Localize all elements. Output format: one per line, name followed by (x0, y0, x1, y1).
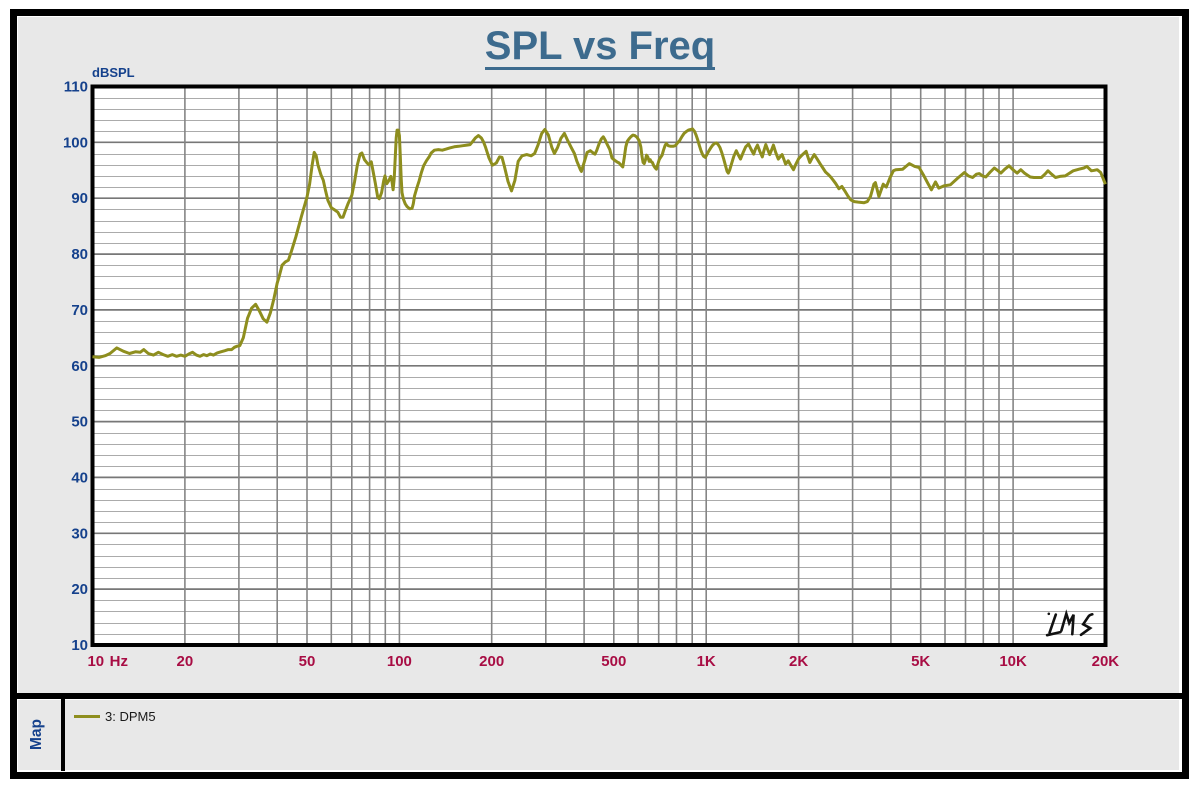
svg-text:200: 200 (479, 653, 504, 670)
svg-text:20K: 20K (1092, 653, 1120, 670)
svg-text:70: 70 (71, 302, 88, 319)
svg-text:50: 50 (71, 414, 88, 431)
svg-text:10: 10 (71, 637, 88, 654)
svg-text:20: 20 (71, 581, 88, 598)
svg-text:80: 80 (71, 246, 88, 263)
svg-text:100: 100 (63, 134, 88, 151)
svg-text:500: 500 (601, 653, 626, 670)
svg-text:10K: 10K (999, 653, 1027, 670)
svg-text:40: 40 (71, 469, 88, 486)
svg-text:100: 100 (387, 653, 412, 670)
svg-text:5K: 5K (911, 653, 930, 670)
svg-text:110: 110 (64, 79, 88, 96)
svg-text:1K: 1K (697, 653, 716, 670)
svg-text:Hz: Hz (110, 653, 128, 670)
svg-text:60: 60 (71, 358, 88, 375)
svg-text:dBSPL: dBSPL (92, 65, 135, 80)
svg-text:50: 50 (299, 653, 316, 670)
svg-text:30: 30 (71, 525, 88, 542)
svg-text:10: 10 (87, 653, 104, 670)
svg-text:20: 20 (177, 653, 194, 670)
svg-text:90: 90 (71, 190, 88, 207)
svg-text:2K: 2K (789, 653, 808, 670)
